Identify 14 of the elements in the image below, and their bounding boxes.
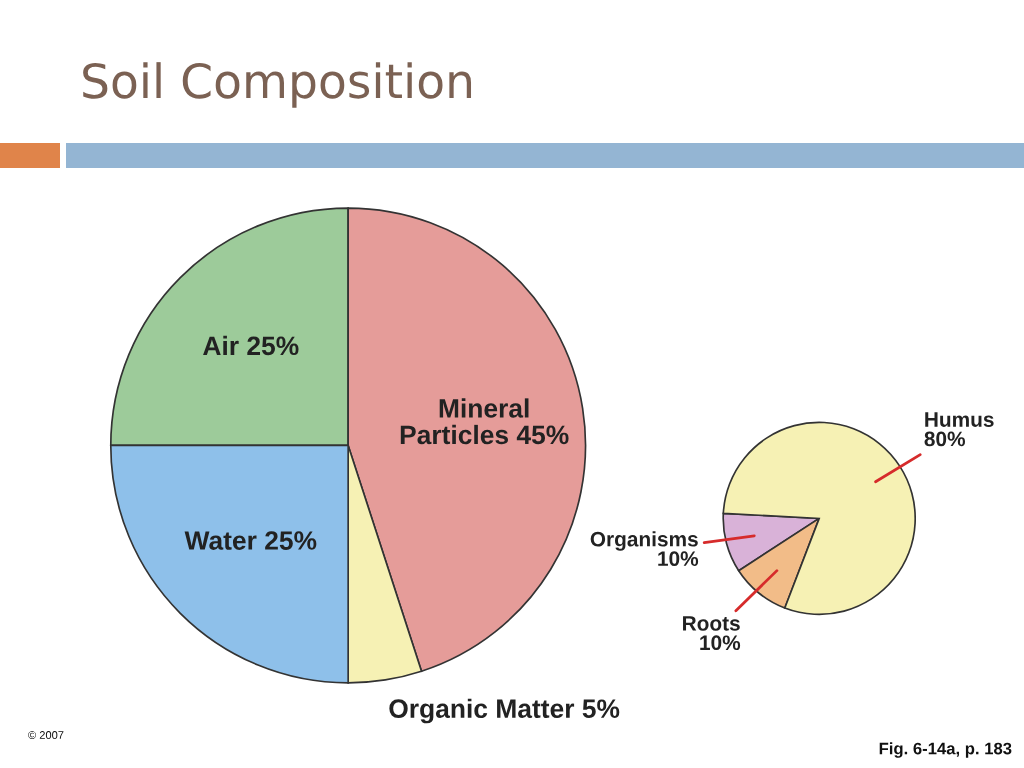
slice-label: Humus [925,412,994,427]
slice-label: Organisms [590,531,698,551]
pie-slice [722,421,917,616]
slice-label: Roots [683,616,740,631]
slice-label: Mineral Particles 45% [400,398,569,445]
chart-title: Soil Composition [83,62,472,108]
slice-label: Water 25% [184,531,317,550]
caption: Fig. 6-14a, p. 183 [879,742,1012,758]
text: © 2007 [28,731,64,739]
data-label: 80% [924,431,966,447]
slice-label: Organic Matter 5% [389,698,620,724]
data-label: 10% [658,551,699,567]
data-label: 10% [700,635,741,651]
slice-label: Air 25% [203,335,299,356]
